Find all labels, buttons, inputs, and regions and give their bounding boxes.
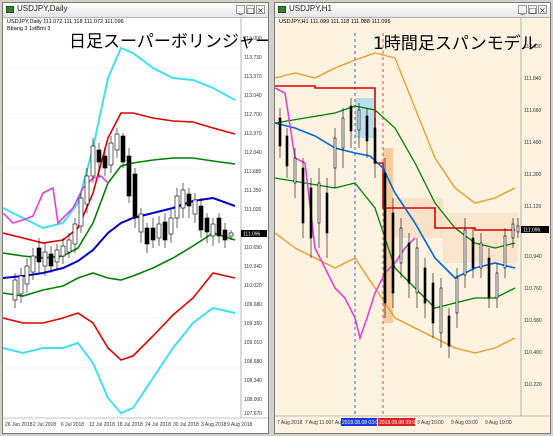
hourly-red-span bbox=[275, 85, 515, 231]
daily-band-plus2 bbox=[3, 112, 236, 244]
svg-text:110.020: 110.020 bbox=[244, 283, 262, 289]
hourly-span-red-area bbox=[383, 148, 393, 323]
daily-chart-titlebar[interactable]: USDJPY,Daily _ □ × bbox=[3, 3, 268, 18]
daily-band-plus3 bbox=[3, 46, 236, 230]
daily-overlay-caption: 日足スーパーボリンジャー bbox=[69, 32, 269, 52]
close-button[interactable]: × bbox=[538, 5, 547, 15]
svg-text:111.020: 111.020 bbox=[244, 207, 262, 213]
chart-window-icon bbox=[6, 6, 14, 13]
hourly-red-date-text: 2018.08.08 09:00 bbox=[379, 420, 418, 426]
svg-text:108.680: 108.680 bbox=[244, 359, 262, 365]
svg-text:112.700: 112.700 bbox=[244, 112, 262, 118]
svg-text:109.680: 109.680 bbox=[244, 302, 262, 308]
chart-window-icon bbox=[278, 6, 286, 13]
svg-text:114.000: 114.000 bbox=[244, 36, 262, 42]
close-button[interactable]: × bbox=[256, 5, 265, 15]
svg-text:111.840: 111.840 bbox=[524, 76, 542, 82]
hourly-blue-span bbox=[275, 122, 516, 279]
svg-text:112.040: 112.040 bbox=[244, 150, 262, 156]
svg-text:110.760: 110.760 bbox=[524, 286, 542, 292]
hourly-green-upper bbox=[275, 105, 516, 249]
hourly-chart-titlebar[interactable]: USDJPY,H1 _ □ × bbox=[275, 3, 550, 18]
svg-text:30 Jul 2018: 30 Jul 2018 bbox=[173, 422, 199, 428]
svg-text:18 Jul 2018: 18 Jul 2018 bbox=[117, 422, 143, 428]
hourly-price-axis-labels: 112.030 111.840 111.660 111.490 111.300 … bbox=[524, 44, 542, 388]
hourly-chart-canvas[interactable]: 111.096 112.030 111.840 111.660 111.490 … bbox=[275, 18, 550, 433]
svg-text:109.010: 109.010 bbox=[244, 340, 262, 346]
svg-text:108.000: 108.000 bbox=[244, 397, 262, 403]
svg-text:3 Aug 2018: 3 Aug 2018 bbox=[201, 422, 227, 428]
hourly-lagging-span bbox=[275, 87, 416, 341]
svg-text:110.400: 110.400 bbox=[524, 350, 542, 356]
hourly-blue-date-text: 2018.08.08 03:00 bbox=[342, 420, 381, 426]
svg-text:7 Aug 11:00: 7 Aug 11:00 bbox=[305, 420, 332, 426]
svg-text:110.690: 110.690 bbox=[244, 245, 262, 251]
hourly-current-price-text: 111.096 bbox=[523, 228, 541, 234]
daily-date-axis-labels: 26 Jun 2018 2 Jul 2018 6 Jul 2018 12 Jul… bbox=[5, 422, 253, 428]
hourly-chart-title: USDJPY,H1 bbox=[289, 4, 332, 13]
hourly-span-lower-outer bbox=[275, 232, 516, 354]
svg-text:8 Aug 15:00: 8 Aug 15:00 bbox=[417, 420, 444, 426]
svg-text:9 Aug 19:00: 9 Aug 19:00 bbox=[485, 420, 512, 426]
svg-text:112.030: 112.030 bbox=[524, 44, 542, 50]
daily-candles bbox=[12, 128, 234, 308]
daily-price-axis-labels: 114.000 113.730 113.370 113.040 112.700 … bbox=[244, 36, 262, 417]
svg-text:110.580: 110.580 bbox=[524, 318, 542, 324]
svg-text:9 Aug 03:00: 9 Aug 03:00 bbox=[451, 420, 478, 426]
hourly-ohlc-readout: USDJPY,H1 111.099 111.118 111.088 111.09… bbox=[279, 19, 391, 25]
svg-text:108.340: 108.340 bbox=[244, 378, 262, 384]
svg-text:109.350: 109.350 bbox=[244, 321, 262, 327]
daily-band-minus3 bbox=[3, 306, 236, 415]
hourly-current-price-tag bbox=[521, 226, 549, 233]
svg-text:26 Jun 2018: 26 Jun 2018 bbox=[5, 422, 33, 428]
hourly-red-date-tag bbox=[378, 418, 415, 426]
daily-current-price-text: 111.096 bbox=[243, 232, 261, 238]
svg-text:9 Aug 2018: 9 Aug 2018 bbox=[227, 422, 253, 428]
svg-text:111.660: 111.660 bbox=[524, 108, 542, 114]
minimize-button[interactable]: _ bbox=[236, 5, 245, 15]
hourly-green-lower bbox=[275, 177, 516, 309]
svg-text:12 Jul 2018: 12 Jul 2018 bbox=[89, 422, 115, 428]
hourly-blue-date-tag bbox=[341, 418, 377, 426]
svg-text:113.370: 113.370 bbox=[244, 74, 262, 80]
svg-text:24 Jul 2018: 24 Jul 2018 bbox=[145, 422, 171, 428]
daily-ohlc-readout: USDJPY,Daily 111.072 111.118 111.072 111… bbox=[7, 19, 124, 25]
hourly-span-upper-outer bbox=[275, 52, 516, 204]
hourly-chart-window[interactable]: USDJPY,H1 _ □ × USDJPY,H1 111.099 111.11… bbox=[274, 2, 551, 434]
svg-text:111.490: 111.490 bbox=[524, 140, 542, 146]
daily-band-minus1 bbox=[3, 232, 236, 297]
svg-text:111.300: 111.300 bbox=[524, 172, 542, 178]
hourly-candles bbox=[278, 98, 520, 358]
svg-text:113.040: 113.040 bbox=[244, 93, 262, 99]
svg-text:112.370: 112.370 bbox=[244, 131, 262, 137]
svg-text:6 Jul 2018: 6 Jul 2018 bbox=[61, 422, 84, 428]
svg-text:110.340: 110.340 bbox=[244, 264, 262, 270]
svg-text:111.120: 111.120 bbox=[524, 204, 542, 210]
maximize-button[interactable]: □ bbox=[246, 5, 255, 15]
svg-text:111.350: 111.350 bbox=[244, 188, 262, 194]
daily-indicator-readout: Bbang 3 1stBmi 3 bbox=[7, 26, 51, 32]
svg-text:107.670: 107.670 bbox=[244, 411, 262, 417]
daily-chart-canvas[interactable]: 111.096 114.000 113.730 113.370 113.040 … bbox=[3, 18, 268, 433]
minimize-button[interactable]: _ bbox=[518, 5, 527, 15]
daily-chart-window[interactable]: USDJPY,Daily _ □ × USDJPY,Daily 111.072 … bbox=[2, 2, 269, 434]
hourly-overlay-caption: 1時間足スパンモデル bbox=[373, 34, 538, 54]
daily-current-price-tag bbox=[241, 230, 267, 237]
daily-band-minus2 bbox=[3, 272, 236, 361]
svg-text:110.940: 110.940 bbox=[524, 254, 542, 260]
svg-text:111.680: 111.680 bbox=[244, 169, 262, 175]
svg-text:113.730: 113.730 bbox=[244, 55, 262, 61]
svg-text:2 Jul 2018: 2 Jul 2018 bbox=[33, 422, 56, 428]
maximize-button[interactable]: □ bbox=[528, 5, 537, 15]
daily-chart-title: USDJPY,Daily bbox=[17, 4, 68, 13]
svg-text:110.220: 110.220 bbox=[524, 382, 542, 388]
svg-text:7 Aug 2018: 7 Aug 2018 bbox=[277, 420, 303, 426]
